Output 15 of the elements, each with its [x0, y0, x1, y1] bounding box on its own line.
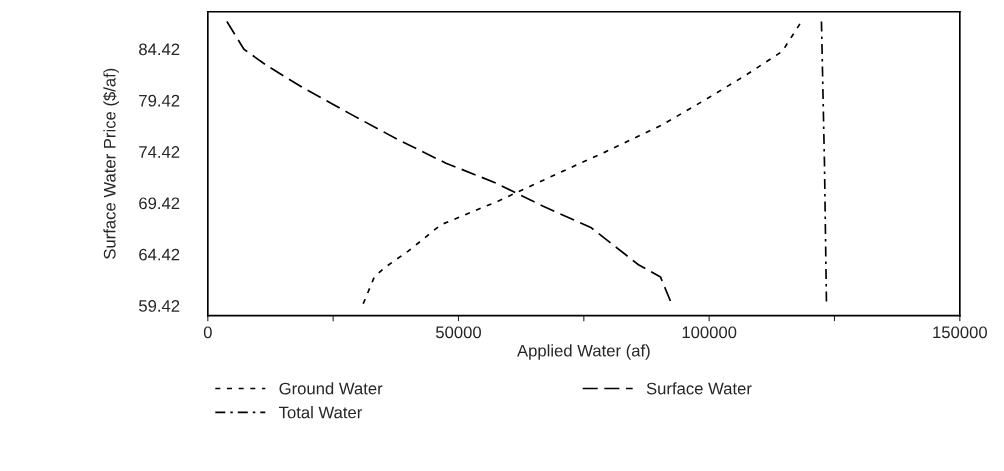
y-tick-label: 84.42	[139, 43, 180, 56]
y-tick-label: 74.42	[139, 146, 180, 158]
x-tick-label: 0	[203, 326, 212, 339]
legend-label: Surface Water	[646, 382, 752, 395]
x-axis-title: Applied Water (af)	[517, 344, 650, 360]
y-tick-label: 79.42	[139, 94, 180, 107]
legend-label: Total Water	[279, 406, 363, 419]
y-tick-label: 64.42	[139, 248, 180, 261]
legend-label: Ground Water	[279, 382, 383, 395]
x-tick-label: 150000	[933, 326, 987, 339]
x-tick-label: 100000	[682, 326, 737, 339]
x-tick-label: 50000	[435, 326, 482, 339]
y-tick-label: 59.42	[139, 300, 180, 312]
y-tick-label: 69.42	[139, 197, 180, 210]
y-axis-title: Surface Water Price ($/af)	[103, 68, 119, 259]
